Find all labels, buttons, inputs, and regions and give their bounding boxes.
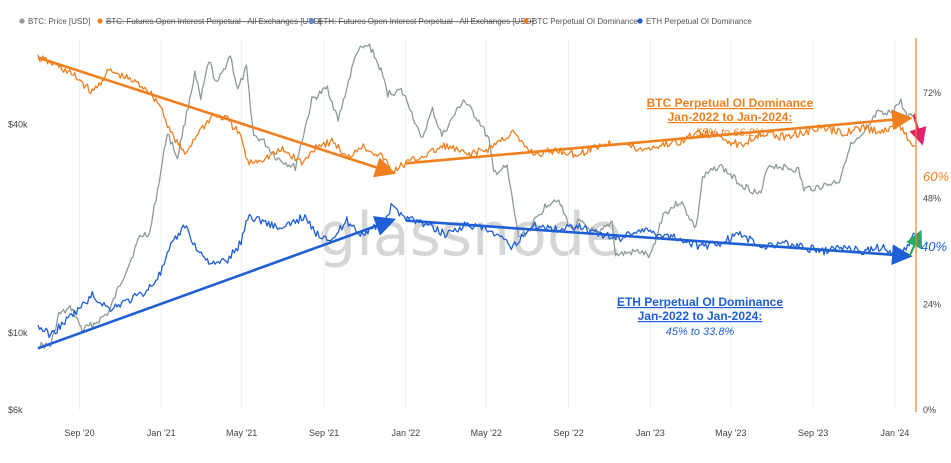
legend-item-4: ETH Perpetual OI Dominance xyxy=(646,17,752,26)
legend-dot-icon xyxy=(309,18,315,24)
trendline-0 xyxy=(37,56,397,178)
trendline-1 xyxy=(405,109,913,165)
eth-annotation-change: 45% to 33.8% xyxy=(666,326,735,338)
y-left-tick-label: $10k xyxy=(8,328,28,338)
grid xyxy=(79,40,896,410)
x-tick-label: Jan '21 xyxy=(147,428,176,438)
series-line-0 xyxy=(37,43,916,350)
btc-annotation-title: BTC Perpetual OI Dominance xyxy=(647,96,814,110)
x-tick-label: Sep '23 xyxy=(798,428,828,438)
x-tick-label: May '23 xyxy=(715,428,746,438)
legend-dot-icon xyxy=(523,18,529,24)
btc-annotation-period: Jan-2022 to Jan-2024: xyxy=(668,110,793,124)
series-layer xyxy=(37,43,916,350)
legend-item-0: BTC: Price [USD] xyxy=(28,17,90,26)
x-tick-label: Sep '20 xyxy=(64,428,94,438)
watermark: glassnode xyxy=(318,200,622,270)
eth-annotation-period: Jan-2022 to Jan-2024: xyxy=(638,309,763,323)
x-tick-label: Sep '21 xyxy=(309,428,339,438)
y-right-tick-label: 48% xyxy=(923,194,941,204)
legend-dot-icon xyxy=(637,18,643,24)
y-right-tick-label: 72% xyxy=(923,88,941,98)
trendline-3 xyxy=(405,219,913,266)
x-tick-label: Jan '24 xyxy=(881,428,910,438)
btc-down-arrow xyxy=(909,114,927,146)
y-right-tick-label: 24% xyxy=(923,299,941,309)
btc-annotation-change: 55% to 66.2% xyxy=(696,127,765,139)
annotations: BTC Perpetual OI Dominance Jan-2022 to J… xyxy=(617,96,949,338)
legend-item-3: BTC Perpetual OI Dominance xyxy=(532,17,638,26)
axes: Sep '20 Jan '21 May '21 Sep '21 Jan '22 May '… xyxy=(8,38,941,438)
series-line-1 xyxy=(37,54,916,174)
x-tick-label: May '22 xyxy=(471,428,502,438)
trendline-2 xyxy=(37,216,396,350)
x-tick-label: Jan '23 xyxy=(636,428,665,438)
x-tick-label: Sep '22 xyxy=(553,428,583,438)
x-tick-label: May '21 xyxy=(226,428,257,438)
eth-end-label: 40% xyxy=(921,239,947,254)
eth-up-arrow xyxy=(906,229,923,257)
legend-item-2: ETH: Futures Open Interest Perpetual - A… xyxy=(318,17,534,26)
eth-annotation-title: ETH Perpetual OI Dominance xyxy=(617,295,783,309)
btc-end-label: 60% xyxy=(923,169,949,184)
legend-dot-icon xyxy=(19,18,25,24)
y-left-tick-label: $40k xyxy=(8,119,28,129)
legend-dot-icon xyxy=(97,18,103,24)
y-left-tick-label: $6k xyxy=(8,405,23,415)
legend-item-1: BTC: Futures Open Interest Perpetual - A… xyxy=(106,17,322,26)
x-tick-label: Jan '22 xyxy=(391,428,420,438)
trendline-layer xyxy=(37,56,927,350)
legend: BTC: Price [USD] BTC: Futures Open Intere… xyxy=(19,17,752,26)
y-right-tick-label: 0% xyxy=(923,405,936,415)
